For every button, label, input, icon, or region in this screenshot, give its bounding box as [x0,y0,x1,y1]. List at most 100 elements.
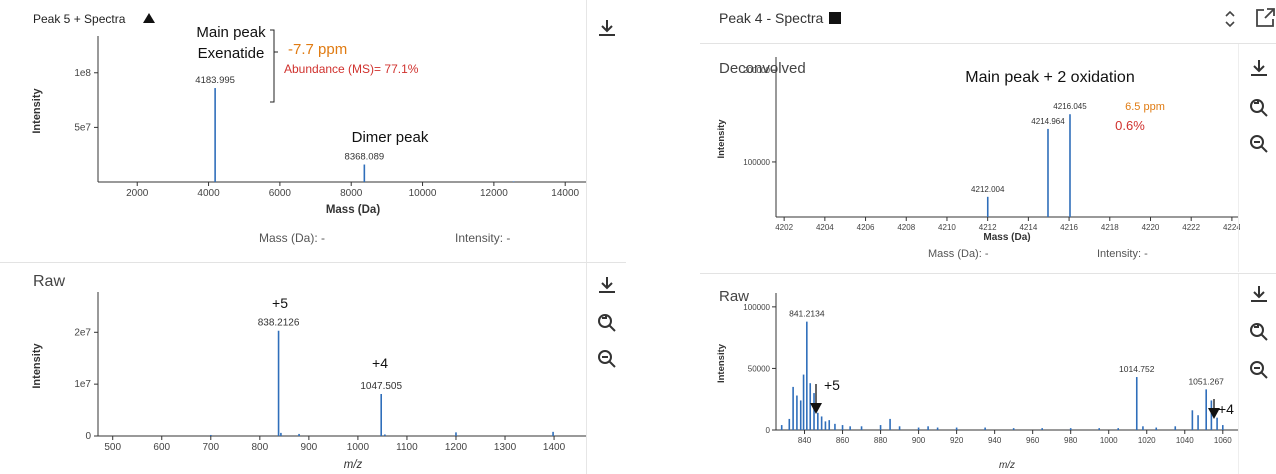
zoom-reset-icon [1250,323,1268,341]
expand-button[interactable] [1254,6,1276,30]
x-tick-label: 6000 [269,188,292,199]
right-header-title: Peak 4 - Spectra [719,10,824,26]
zoom-out-icon [1250,361,1268,379]
download-icon [1251,60,1267,76]
left-decon-readout-mass: Mass (Da): - [259,231,325,245]
peak-label: 8368.089 [345,152,385,163]
left-decon-title: Peak 5 + Spectra [33,12,126,26]
x-tick-label: 900 [301,442,318,453]
x-tick-label: 880 [874,436,888,445]
left-raw-title: Raw [33,273,66,290]
y-tick-label: 5e7 [74,122,91,133]
x-axis-label: Mass (Da) [326,204,380,216]
annotation-ppm: 6.5 ppm [1125,101,1165,113]
download-button[interactable] [595,273,619,297]
y-tick-label: 0 [766,426,771,435]
x-tick-label: 4000 [197,188,220,199]
y-tick-label: 1e8 [74,68,91,79]
annotation-bracket [270,29,278,103]
x-tick-label: 4222 [1182,223,1200,232]
x-tick-label: 940 [988,436,1002,445]
x-tick-label: 4206 [857,223,875,232]
y-axis-label: Intensity [716,119,727,159]
annotation-charge-plus5: +5 [824,377,840,393]
x-tick-label: 4202 [775,223,793,232]
peak-label: 4214.964 [1031,117,1065,126]
zoom-reset-icon [598,314,616,332]
left-raw-panel: Raw 500 600 700 800 900 1000 1100 1200 1300 1400 1… [0,263,626,474]
y-tick-label: 0 [85,431,91,442]
triangle-icon[interactable] [143,13,156,23]
right-decon-panel: Deconvolved 4202 4204 4206 4208 4210 4212 4214… [700,44,1276,272]
annotation-arrowhead-plus5 [810,403,822,414]
zoom-out-icon [1250,135,1268,153]
peak-label: 1014.752 [1119,364,1155,374]
x-tick-label: 1300 [494,442,517,453]
x-tick-label: 840 [798,436,812,445]
annotation-charge-plus4: +4 [1218,401,1234,417]
zoom-out-icon [598,350,616,368]
annotation-main-oxidation: Main peak + 2 oxidation [965,69,1134,86]
x-tick-label: 2000 [126,188,149,199]
x-tick-label: 12000 [480,188,508,199]
x-tick-label: 4210 [938,223,956,232]
download-button[interactable] [1247,282,1271,306]
y-tick-label: 200000 [743,66,770,75]
sort-button[interactable] [1220,8,1240,30]
y-tick-label: 1e7 [74,379,91,390]
x-tick-label: 8000 [340,188,363,199]
x-tick-label: 10000 [409,188,437,199]
x-tick-label: 4220 [1142,223,1160,232]
zoom-out-button[interactable] [595,347,619,371]
y-tick-label: 50000 [748,364,771,373]
x-tick-label: 1000 [347,442,370,453]
annotation-charge-plus5: +5 [272,295,288,311]
x-axis-label: m/z [344,459,363,471]
zoom-reset-button[interactable] [1247,320,1271,344]
zoom-reset-button[interactable] [595,311,619,335]
y-axis-label: Intensity [31,88,43,134]
x-axis-label: m/z [999,460,1015,471]
peak-label: 1051.267 [1188,376,1224,386]
left-divider [0,262,626,263]
annotation-dimer: Dimer peak [352,129,429,146]
right-decon-toolbar [1238,44,1276,272]
zoom-out-button[interactable] [1247,132,1271,156]
left-decon-header: Peak 5 + Spectra [33,12,156,26]
y-axis-label: Intensity [31,343,43,389]
x-tick-label: 900 [912,436,926,445]
sort-icon [1225,10,1235,28]
annotation-percent: 0.6% [1115,118,1145,133]
left-decon-panel: Peak 5 + Spectra 2000 4000 6000 8000 10000 12… [0,0,626,262]
zoom-out-button[interactable] [1247,358,1271,382]
right-decon-title: Deconvolved [719,60,806,77]
x-tick-label: 500 [104,442,121,453]
annotation-exenatide: Exenatide [198,45,265,62]
y-tick-label: 100000 [743,303,770,312]
x-tick-label: 600 [153,442,170,453]
x-tick-label: 4224 [1223,223,1240,232]
peak-label: 1047.505 [360,381,402,392]
zoom-reset-icon [1250,99,1268,117]
download-button[interactable] [1247,56,1271,80]
x-tick-label: 14000 [551,188,579,199]
zoom-reset-button[interactable] [1247,96,1271,120]
left-decon-readout-intensity: Intensity: - [455,231,511,245]
peak-label: 4212.004 [971,185,1005,194]
x-tick-label: 1000 [1100,436,1118,445]
right-decon-readout-mass: Mass (Da): - [928,248,989,260]
right-header-title-wrap: Peak 4 - Spectra [719,10,842,26]
annotation-arrowhead-plus4 [1208,408,1220,419]
left-raw-toolbar [586,263,626,474]
right-header: Peak 4 - Spectra [700,0,1276,42]
x-tick-label: 920 [950,436,964,445]
left-raw-chart: 5006007008009001000110012001300140015000… [31,292,586,471]
right-header-divider [700,43,1276,44]
x-tick-label: 1060 [1214,436,1232,445]
download-icon [599,20,615,36]
download-icon [1251,286,1267,302]
download-button[interactable] [595,16,619,40]
left-decon-chart: 2000 4000 6000 8000 10000 12000 14000 5e7 1e8 Mas… [31,24,586,216]
right-decon-readout-intensity: Intensity: - [1097,248,1148,260]
square-icon[interactable] [829,12,842,24]
